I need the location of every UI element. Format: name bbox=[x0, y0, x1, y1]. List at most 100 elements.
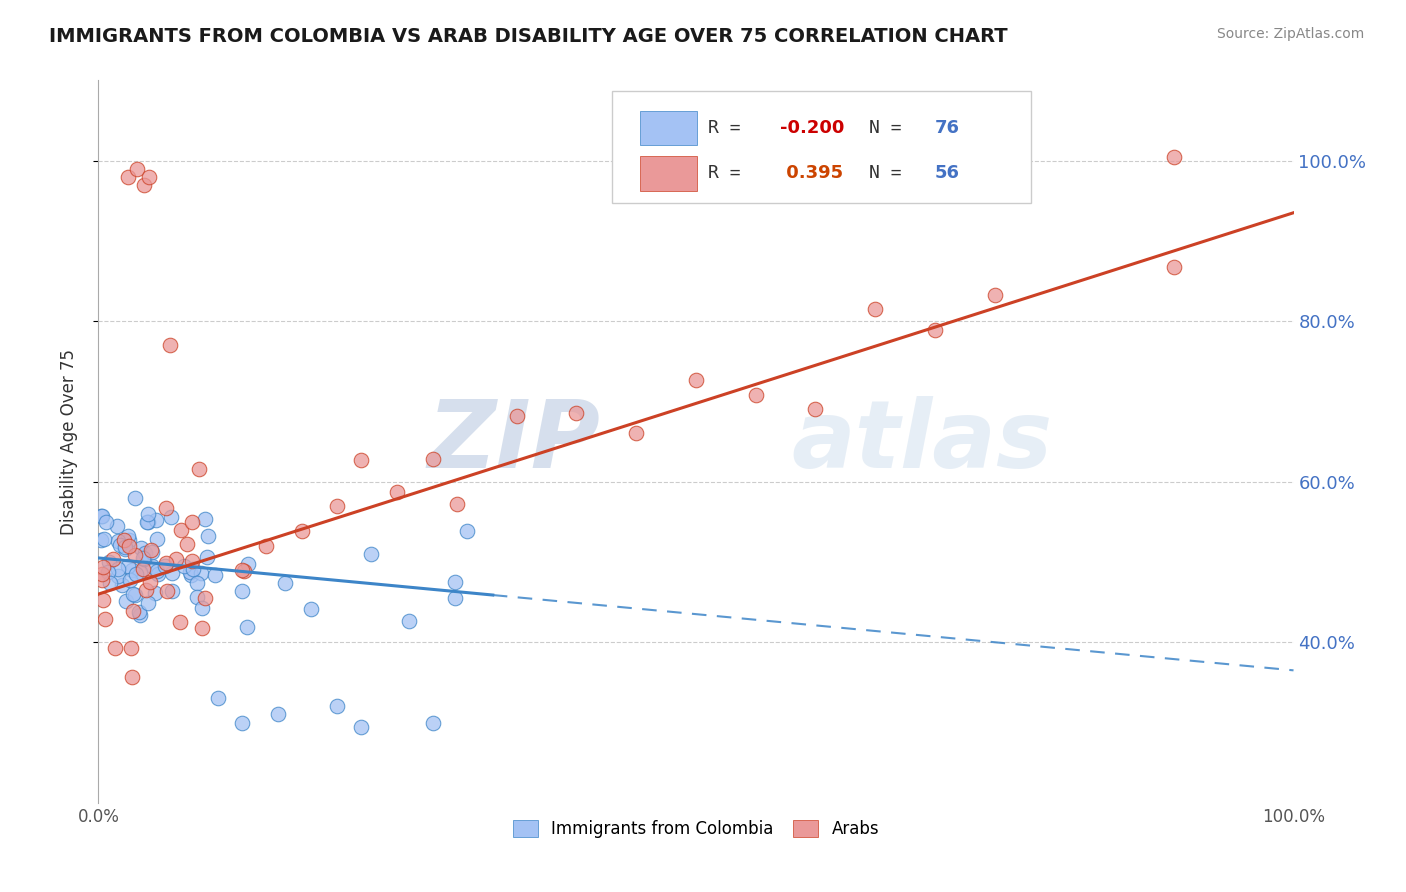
Point bbox=[143, 586, 166, 600]
Point bbox=[194, 512, 217, 526]
Point bbox=[350, 453, 373, 467]
Point bbox=[105, 519, 128, 533]
Point bbox=[169, 615, 191, 630]
Point bbox=[745, 388, 768, 402]
Point bbox=[155, 558, 177, 573]
Point bbox=[626, 425, 648, 440]
Text: 76: 76 bbox=[935, 119, 960, 137]
Point bbox=[132, 178, 155, 192]
Point bbox=[187, 462, 209, 476]
Point bbox=[132, 562, 155, 576]
Text: R =: R = bbox=[709, 164, 751, 183]
Point bbox=[114, 541, 136, 556]
Point bbox=[117, 169, 139, 184]
Point bbox=[139, 574, 162, 589]
Point bbox=[122, 587, 145, 601]
Point bbox=[160, 583, 183, 598]
Text: N =: N = bbox=[869, 164, 912, 183]
Point bbox=[146, 565, 169, 579]
Point bbox=[141, 558, 163, 573]
Point bbox=[984, 287, 1007, 301]
Text: Source: ZipAtlas.com: Source: ZipAtlas.com bbox=[1216, 27, 1364, 41]
Point bbox=[398, 614, 420, 628]
Point bbox=[124, 549, 146, 563]
Point bbox=[181, 515, 204, 529]
Point bbox=[181, 562, 204, 576]
Point bbox=[291, 524, 314, 539]
Point bbox=[117, 528, 139, 542]
Point bbox=[165, 552, 187, 566]
Point bbox=[91, 567, 114, 582]
Point bbox=[190, 600, 212, 615]
Point bbox=[91, 560, 114, 574]
Point bbox=[360, 547, 382, 561]
Point bbox=[148, 567, 170, 582]
Point bbox=[176, 536, 198, 550]
Point bbox=[134, 546, 156, 560]
Point bbox=[173, 559, 195, 574]
Point bbox=[98, 555, 121, 569]
Point bbox=[118, 533, 141, 548]
Point bbox=[136, 516, 159, 530]
Point bbox=[159, 510, 181, 524]
Point bbox=[94, 612, 117, 626]
Point bbox=[132, 550, 155, 565]
Point bbox=[114, 540, 136, 554]
Point bbox=[146, 532, 169, 546]
Point bbox=[254, 540, 277, 554]
Point bbox=[141, 545, 163, 559]
Point bbox=[685, 373, 707, 387]
Point bbox=[232, 564, 254, 578]
Legend: Immigrants from Colombia, Arabs: Immigrants from Colombia, Arabs bbox=[506, 814, 886, 845]
Point bbox=[117, 559, 139, 574]
Point bbox=[90, 533, 112, 547]
Point bbox=[267, 707, 290, 722]
Point bbox=[1163, 260, 1185, 274]
Point bbox=[91, 574, 114, 588]
Point bbox=[190, 566, 212, 580]
Point bbox=[110, 578, 132, 592]
Point bbox=[181, 553, 204, 567]
Point bbox=[138, 169, 160, 184]
Point bbox=[456, 524, 478, 539]
Point bbox=[97, 565, 120, 579]
Point bbox=[94, 515, 117, 529]
Point bbox=[135, 582, 157, 597]
Point bbox=[107, 569, 129, 583]
Point bbox=[443, 591, 465, 606]
Point bbox=[207, 691, 229, 706]
Point bbox=[194, 591, 217, 606]
Point bbox=[125, 161, 148, 176]
Point bbox=[238, 558, 260, 572]
Point bbox=[299, 601, 322, 615]
Point bbox=[422, 451, 444, 466]
Text: ZIP: ZIP bbox=[427, 395, 600, 488]
Text: R =: R = bbox=[709, 119, 751, 137]
Point bbox=[186, 576, 208, 591]
Point bbox=[120, 573, 142, 587]
FancyBboxPatch shape bbox=[613, 91, 1031, 203]
Point bbox=[179, 566, 201, 580]
Point bbox=[422, 715, 444, 730]
Point bbox=[162, 566, 184, 581]
Point bbox=[120, 641, 142, 656]
Point bbox=[136, 596, 159, 610]
Point bbox=[804, 402, 827, 417]
Point bbox=[446, 498, 468, 512]
Point bbox=[197, 529, 219, 543]
FancyBboxPatch shape bbox=[640, 111, 697, 145]
Point bbox=[90, 509, 112, 524]
Point bbox=[132, 552, 155, 566]
Point bbox=[924, 323, 946, 337]
Text: IMMIGRANTS FROM COLOMBIA VS ARAB DISABILITY AGE OVER 75 CORRELATION CHART: IMMIGRANTS FROM COLOMBIA VS ARAB DISABIL… bbox=[49, 27, 1008, 45]
Point bbox=[350, 719, 373, 733]
Point bbox=[170, 524, 193, 538]
Text: atlas: atlas bbox=[792, 395, 1053, 488]
Point bbox=[91, 509, 114, 524]
Point bbox=[124, 588, 146, 602]
Point bbox=[139, 543, 162, 558]
Point bbox=[180, 568, 202, 582]
Point bbox=[104, 640, 127, 655]
Point bbox=[385, 484, 409, 499]
Point bbox=[231, 584, 253, 599]
